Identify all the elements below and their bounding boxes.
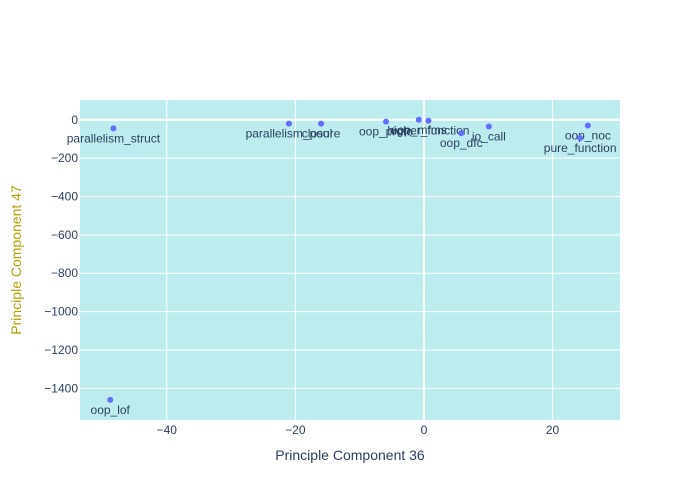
data-point-label: oop_mfms bbox=[391, 123, 447, 137]
data-point bbox=[383, 118, 389, 125]
data-point bbox=[458, 130, 465, 137]
y-axis-title: Principle Component 47 bbox=[8, 185, 24, 335]
data-point bbox=[584, 122, 591, 129]
plot-area bbox=[80, 100, 620, 420]
data-point-label: pure_function bbox=[544, 141, 617, 155]
data-point-label: closure bbox=[302, 127, 341, 141]
data-point-label: parallelism_pool bbox=[246, 127, 333, 141]
y-tick-label: 0 bbox=[71, 113, 78, 127]
x-axis-title: Principle Component 36 bbox=[275, 447, 425, 463]
data-point-label: oop_proto bbox=[359, 125, 413, 139]
data-point-label: oop_lof bbox=[91, 403, 131, 417]
y-axis-ticks: 0 −200 −400 −600 −800 −1000 −1200 −1400 bbox=[44, 113, 78, 396]
grid-lines bbox=[80, 100, 620, 420]
data-point-label: oop_noc bbox=[565, 129, 611, 143]
data-point bbox=[285, 120, 292, 127]
data-point bbox=[425, 117, 432, 124]
data-point-label: io_call bbox=[472, 129, 506, 143]
x-axis-ticks: −40 −20 0 20 bbox=[157, 423, 560, 437]
y-tick-label: −1200 bbox=[44, 343, 78, 357]
y-tick-label: −600 bbox=[51, 228, 78, 242]
data-point-label: higher_function bbox=[387, 124, 469, 138]
data-point bbox=[318, 120, 325, 127]
data-point bbox=[415, 116, 422, 123]
y-tick-label: −1400 bbox=[44, 381, 78, 395]
data-point bbox=[577, 134, 584, 141]
data-points: parallelism_struct parallelism_poolclosur… bbox=[67, 116, 617, 417]
data-point-label: oop_dfc bbox=[440, 136, 483, 150]
x-tick-label: 20 bbox=[546, 423, 560, 437]
y-tick-label: −1000 bbox=[44, 305, 78, 319]
x-tick-label: 0 bbox=[421, 423, 428, 437]
data-point bbox=[110, 125, 117, 132]
data-point bbox=[485, 123, 492, 130]
y-tick-label: −800 bbox=[51, 266, 78, 280]
data-point-label: parallelism_struct bbox=[67, 131, 161, 145]
y-tick-label: −200 bbox=[51, 151, 78, 165]
y-tick-label: −400 bbox=[51, 189, 78, 203]
x-tick-label: −20 bbox=[285, 423, 306, 437]
x-tick-label: −40 bbox=[157, 423, 178, 437]
data-point bbox=[107, 396, 114, 403]
